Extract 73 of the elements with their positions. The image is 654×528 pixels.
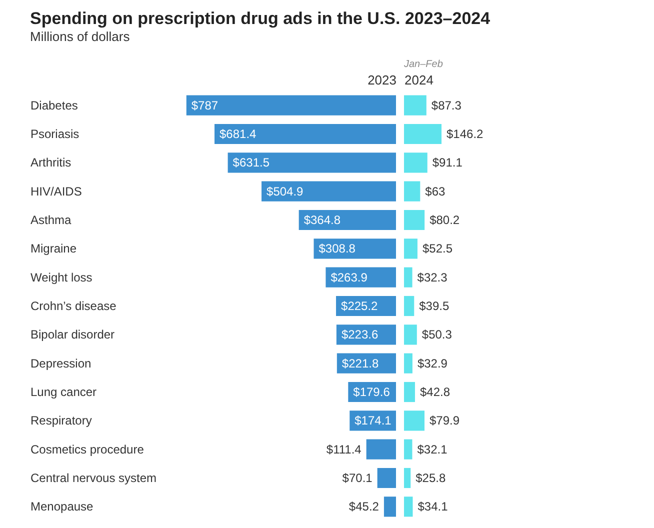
bar	[214, 124, 396, 144]
data-label: $25.8	[416, 471, 446, 485]
data-label: $681.4	[220, 127, 257, 141]
y-tick-label: Cosmetics procedure	[30, 442, 144, 456]
y-tick-label: HIV/AIDS	[30, 184, 82, 198]
data-label: $80.2	[430, 213, 460, 227]
series-label: 2023	[368, 72, 396, 88]
bar	[228, 152, 396, 173]
data-label: $87.3	[431, 98, 462, 112]
data-label: $63	[425, 184, 446, 198]
data-label: $263.9	[330, 270, 368, 284]
y-tick-label: Asthma	[30, 213, 72, 227]
chart-title: Spending on prescription drug ads in the U.S. 2023–2024	[30, 9, 491, 28]
bar	[404, 95, 426, 116]
bar	[404, 152, 428, 173]
data-label: $39.5	[419, 299, 450, 313]
data-label: $787	[191, 98, 218, 112]
data-label: $225.2	[341, 299, 378, 313]
data-label: $111.4	[326, 442, 362, 456]
bar	[404, 267, 412, 288]
series-label: 2024	[404, 72, 434, 88]
data-label: $42.8	[420, 385, 450, 399]
data-label: $631.5	[232, 156, 270, 170]
data-label: $50.3	[422, 328, 452, 342]
bar	[404, 124, 442, 144]
y-tick-label: Migraine	[30, 242, 77, 256]
bar	[404, 410, 424, 431]
data-label: $91.1	[432, 156, 463, 170]
bar	[384, 496, 396, 517]
bar	[404, 496, 413, 517]
data-label: $179.6	[353, 385, 390, 399]
y-tick-label: Respiratory	[30, 414, 92, 428]
bar	[366, 439, 396, 460]
data-label: $308.8	[318, 242, 356, 256]
data-label: $146.2	[446, 127, 484, 141]
y-tick-label: Diabetes	[30, 98, 78, 112]
bar	[404, 181, 420, 202]
data-label: $174.1	[354, 414, 392, 428]
data-label: $34.1	[418, 500, 448, 514]
y-tick-label: Depression	[30, 356, 92, 370]
bar	[404, 353, 412, 374]
y-tick-label: Bipolar disorder	[30, 328, 115, 342]
data-label: $32.3	[417, 270, 448, 284]
bar	[377, 468, 396, 488]
text: Jan–Feb	[403, 59, 444, 70]
bar	[404, 296, 414, 316]
text: Millions of dollars	[30, 29, 130, 44]
bar	[404, 382, 415, 402]
bar	[404, 468, 411, 488]
y-tick-label: Central nervous system	[30, 471, 157, 485]
data-label: $32.9	[417, 356, 448, 370]
bar	[404, 439, 412, 460]
y-tick-label: Weight loss	[30, 270, 92, 284]
bar	[186, 95, 396, 116]
data-label: $504.9	[266, 184, 304, 198]
data-label: $223.6	[341, 328, 378, 342]
data-label: $79.9	[430, 414, 460, 428]
bar	[404, 238, 418, 259]
y-tick-label: Psoriasis	[30, 127, 80, 141]
data-label: $364.8	[304, 213, 341, 227]
data-label: $221.8	[342, 356, 379, 370]
y-tick-label: Menopause	[30, 500, 94, 514]
y-tick-label: Crohn’s disease	[30, 299, 117, 313]
data-label: $32.1	[417, 442, 448, 456]
y-tick-label: Lung cancer	[30, 385, 97, 399]
bar	[404, 210, 425, 230]
bar	[404, 324, 417, 345]
y-tick-label: Arthritis	[30, 156, 72, 170]
bar	[298, 210, 396, 230]
bar	[262, 181, 396, 202]
data-label: $52.5	[422, 242, 453, 256]
data-label: $45.2	[348, 500, 380, 514]
data-label: $70.1	[342, 471, 373, 485]
